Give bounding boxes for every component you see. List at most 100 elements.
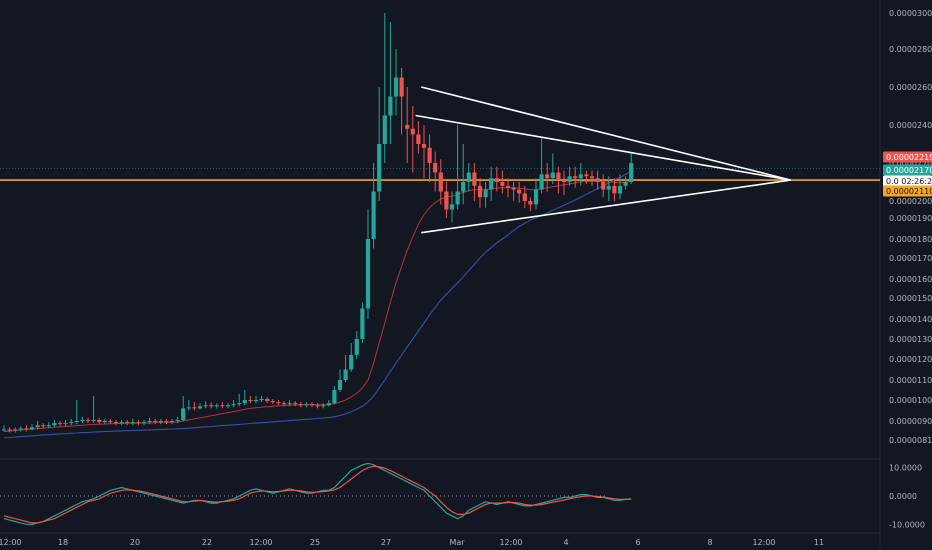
- time-tick-label: 25: [310, 538, 320, 547]
- candle-body: [281, 403, 287, 405]
- candle-body: [175, 419, 180, 421]
- candle: [477, 178, 483, 208]
- candle-body: [466, 172, 471, 182]
- candle-body: [494, 178, 499, 182]
- candle-body: [584, 174, 589, 177]
- trendline: [421, 86, 791, 181]
- slow-ma-line: [3, 171, 632, 439]
- time-tick-label: Mar: [449, 538, 465, 547]
- candle-body: [80, 419, 85, 421]
- candle-body: [522, 193, 527, 201]
- candle: [242, 390, 247, 406]
- candle-body: [102, 421, 107, 423]
- candle: [343, 355, 348, 382]
- candle: [237, 394, 242, 407]
- candle-body: [225, 405, 231, 407]
- candle: [46, 422, 51, 429]
- candle-body: [41, 425, 46, 427]
- candle-body: [169, 421, 175, 423]
- candle: [629, 153, 634, 184]
- candle: [220, 402, 225, 409]
- candle: [421, 125, 427, 179]
- candle-body: [455, 191, 460, 205]
- candle-body: [113, 422, 119, 424]
- candle: [377, 87, 382, 201]
- time-tick-label: 8: [707, 538, 712, 547]
- price-tag-box: [883, 175, 932, 187]
- price-tag-box: [883, 151, 932, 163]
- candle-body: [158, 421, 163, 423]
- candle: [483, 182, 488, 208]
- candle-body: [13, 429, 18, 431]
- candle-body: [164, 421, 169, 423]
- candle-body: [545, 174, 550, 179]
- candle: [321, 403, 326, 409]
- candle-body: [248, 400, 253, 402]
- time-tick-label: 22: [202, 538, 212, 547]
- candle-body: [360, 308, 365, 339]
- time-tick-label: 12:00: [752, 538, 775, 547]
- candle: [24, 425, 29, 432]
- candle-body: [573, 176, 578, 179]
- candle: [360, 302, 365, 343]
- candle-body: [287, 403, 292, 405]
- time-tick-label: 11: [814, 538, 824, 547]
- candle-body: [483, 189, 488, 198]
- time-axis[interactable]: 12:00 18 20 22 12:00 25 27 Mar 12:00 4 6 8 12:00 11: [0, 538, 824, 547]
- candle: [136, 419, 141, 426]
- time-tick-label: 12:00: [249, 538, 272, 547]
- candle-body: [433, 163, 438, 173]
- candle: [449, 191, 455, 223]
- candle: [365, 209, 371, 319]
- candle: [108, 418, 113, 425]
- candle-body: [550, 172, 555, 179]
- candle: [371, 163, 376, 249]
- candle: [444, 182, 449, 218]
- oscillator-pane[interactable]: [0, 462, 632, 525]
- candle-body: [472, 172, 477, 186]
- candle-body: [617, 185, 623, 194]
- time-tick-label: 20: [130, 538, 140, 547]
- price-tag-label: 0.00002219: [886, 153, 932, 162]
- candle: [35, 421, 40, 430]
- candle-body: [197, 406, 203, 409]
- candle-body: [24, 428, 29, 430]
- candle-body: [315, 405, 320, 407]
- candle: [270, 399, 275, 405]
- candle: [298, 402, 303, 408]
- candle-body: [153, 421, 158, 423]
- candle-body: [1, 429, 7, 431]
- candle: [472, 163, 477, 201]
- price-pane[interactable]: [0, 0, 881, 550]
- candle-body: [421, 144, 427, 148]
- candle: [539, 138, 544, 194]
- candle: [601, 174, 606, 198]
- candle-body: [265, 399, 270, 402]
- candle-body: [270, 401, 275, 403]
- candle-body: [416, 134, 421, 144]
- candle-body: [528, 201, 533, 205]
- candle: [427, 134, 432, 182]
- candle-body: [517, 189, 522, 194]
- candle: [589, 170, 595, 186]
- candle: [18, 426, 23, 432]
- candle: [433, 151, 438, 192]
- candle-body: [63, 423, 68, 425]
- oscillator-tick-label: 0.0000: [889, 492, 917, 501]
- oscillator-tick-label: 10.0000: [889, 464, 922, 473]
- candle: [186, 400, 191, 411]
- candle: [337, 369, 343, 392]
- candle: [522, 185, 527, 208]
- candle: [326, 400, 331, 407]
- candle-body: [130, 422, 135, 424]
- candle-body: [214, 405, 219, 407]
- candle-body: [85, 419, 91, 421]
- price-tag-label: 0.00002110: [886, 187, 932, 196]
- price-tag: 0.0 02:26:24: [883, 175, 932, 187]
